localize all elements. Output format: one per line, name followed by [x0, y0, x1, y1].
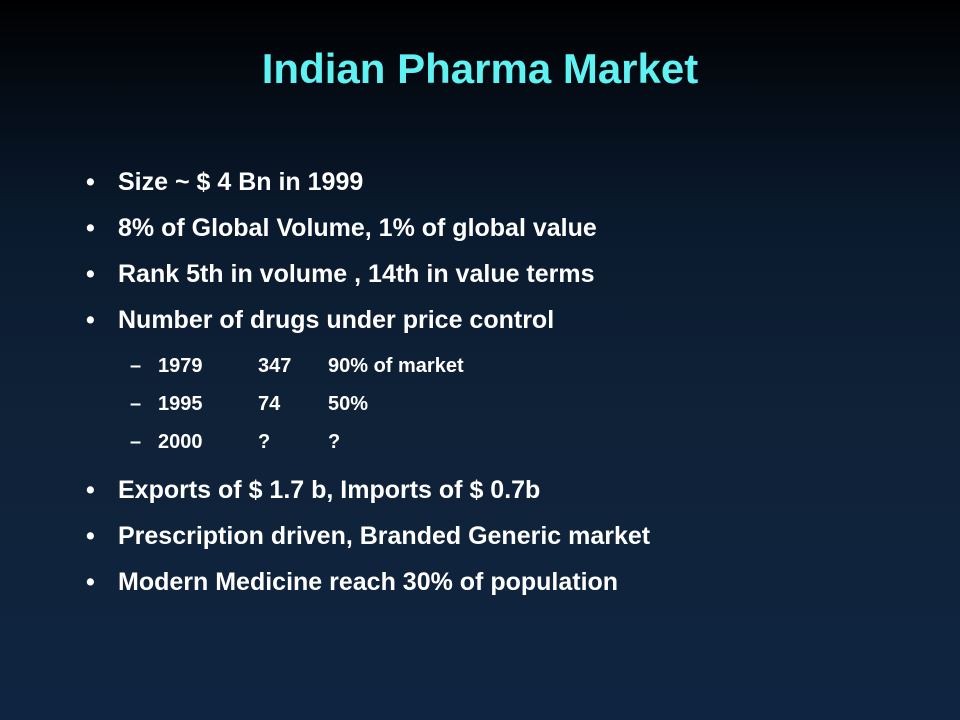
row-year: 1979 [158, 355, 203, 377]
bullet-text: Prescription driven, Branded Generic mar… [118, 522, 651, 550]
row-count: 74 [258, 393, 281, 415]
bullet-dot: • [86, 214, 95, 242]
bullet-item: • Exports of $ 1.7 b, Imports of $ 0.7b [86, 467, 926, 513]
bullet-dot: • [86, 168, 95, 196]
price-control-row: – 2000?? [86, 423, 926, 461]
row-count: 347 [258, 355, 292, 377]
slide-title: Indian Pharma Market [261, 45, 699, 92]
row-year: 1995 [158, 393, 203, 415]
dash-marker: – [130, 431, 142, 453]
bullet-item: • Size ~ $ 4 Bn in 1999 [86, 159, 926, 205]
dash-marker: – [130, 355, 142, 377]
price-control-sublist: – 1979 347 90% of market – 1995 74 50% – 200… [86, 347, 926, 461]
bullet-item: • Number of drugs under price control [86, 297, 926, 343]
dash-marker: – [130, 393, 142, 415]
row-count: ? [258, 431, 271, 453]
row-share: ? [328, 431, 341, 453]
row-share: 90% of market [328, 355, 464, 377]
bullet-dot: • [86, 306, 95, 334]
price-control-row: – 1979 347 90% of market [86, 347, 926, 385]
bullet-dot: • [86, 260, 95, 288]
bullet-text: Size ~ $ 4 Bn in 1999 [118, 168, 364, 196]
bullet-text: Number of drugs under price control [118, 306, 555, 334]
bullet-dot: • [86, 522, 95, 550]
bullet-dot: • [86, 568, 95, 596]
bullet-text: 8% of Global Volume, 1% of global value [118, 214, 597, 242]
bullet-item: • Modern Medicine reach 30% of populatio… [86, 559, 926, 605]
bullet-list: • Size ~ $ 4 Bn in 1999 • 8% of Global V… [86, 159, 926, 605]
bullet-dot: • [86, 476, 95, 504]
bullet-text: Exports of $ 1.7 b, Imports of $ 0.7b [118, 476, 541, 504]
price-control-row: – 1995 74 50% [86, 385, 926, 423]
bullet-text: Rank 5th in volume , 14th in value terms [118, 260, 595, 288]
bullet-item: • 8% of Global Volume, 1% of global valu… [86, 205, 926, 251]
bullet-text: Modern Medicine reach 30% of population [118, 568, 619, 596]
bullet-item: • Prescription driven, Branded Generic m… [86, 513, 926, 559]
row-share: 50% [328, 393, 369, 415]
bullet-item: • Rank 5th in volume , 14th in value ter… [86, 251, 926, 297]
row-year: 2000 [158, 431, 203, 453]
